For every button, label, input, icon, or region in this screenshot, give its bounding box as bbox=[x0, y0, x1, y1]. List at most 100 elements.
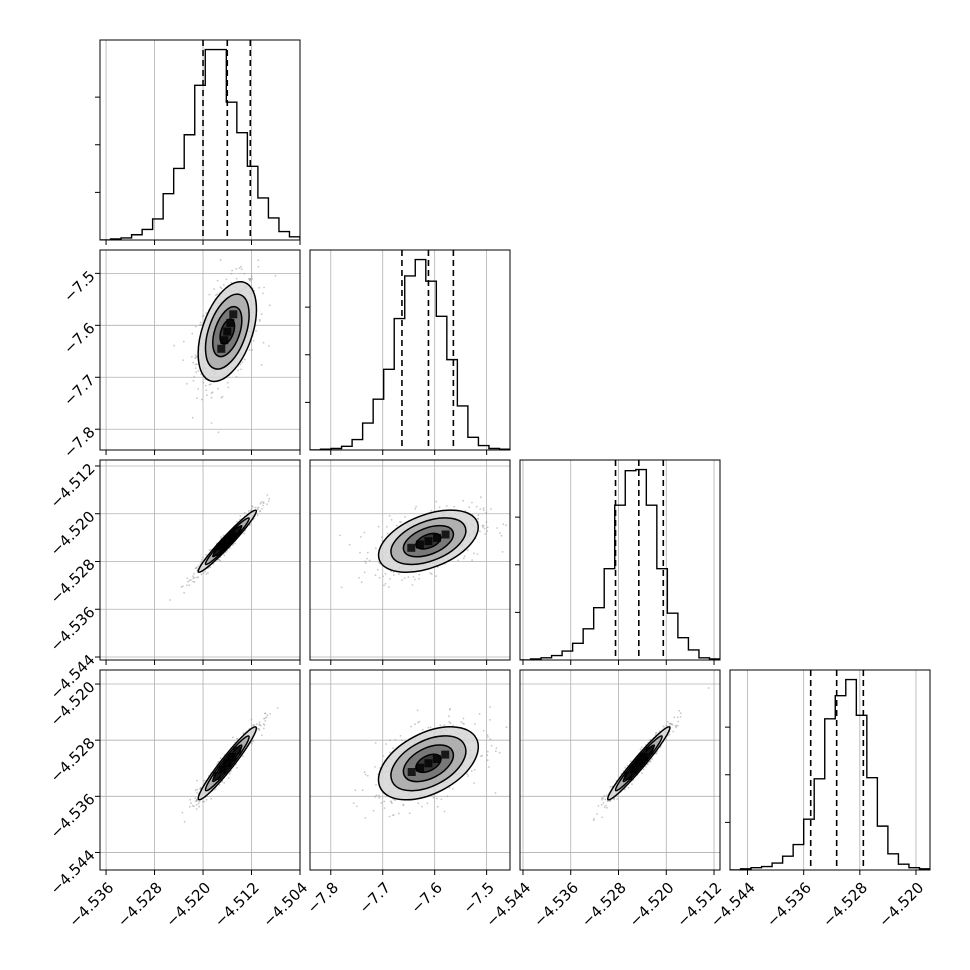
scatter-point bbox=[200, 786, 202, 789]
scatter-point bbox=[467, 775, 470, 777]
scatter-point bbox=[196, 788, 199, 791]
scatter-point bbox=[268, 498, 271, 500]
scatter-point bbox=[188, 584, 191, 586]
scatter-point bbox=[262, 727, 265, 730]
scatter-point bbox=[375, 784, 377, 786]
scatter-point bbox=[445, 505, 448, 507]
scatter-point bbox=[259, 502, 262, 505]
density-bin bbox=[226, 318, 235, 327]
scatter-point bbox=[206, 394, 208, 397]
scatter-point bbox=[220, 536, 222, 538]
scatter-point bbox=[201, 398, 203, 401]
histogram-1 bbox=[310, 258, 510, 450]
scatter-point bbox=[448, 786, 451, 789]
scatter-point bbox=[195, 576, 198, 579]
scatter-point bbox=[236, 738, 239, 740]
scatter-point bbox=[486, 734, 489, 736]
scatter-point bbox=[189, 798, 192, 801]
scatter-point bbox=[255, 330, 257, 332]
scatter-point bbox=[603, 795, 605, 798]
scatter-point bbox=[210, 422, 213, 424]
scatter-point bbox=[601, 816, 604, 819]
scatter-point bbox=[192, 361, 195, 364]
scatter-point bbox=[402, 803, 405, 806]
scatter-point bbox=[374, 547, 377, 550]
scatter-point bbox=[205, 573, 208, 575]
scatter-point bbox=[202, 800, 205, 803]
scatter-point bbox=[416, 709, 419, 712]
scatter-point bbox=[267, 500, 270, 502]
scatter-point bbox=[256, 514, 259, 517]
scatter-point bbox=[385, 743, 387, 745]
scatter-point bbox=[261, 508, 263, 510]
scatter-point bbox=[198, 805, 201, 808]
scatter-point bbox=[482, 526, 484, 528]
scatter-point bbox=[254, 506, 257, 509]
scatter-point bbox=[208, 293, 211, 296]
scatter-point bbox=[195, 798, 198, 801]
scatter-point bbox=[252, 724, 254, 727]
scatter-point bbox=[384, 583, 387, 585]
scatter-point bbox=[386, 532, 389, 535]
scatter-point bbox=[240, 368, 243, 371]
scatter-point bbox=[276, 707, 279, 709]
scatter-point bbox=[173, 344, 176, 347]
x-tick-label: −7.8 bbox=[304, 879, 342, 917]
scatter-point bbox=[240, 268, 243, 270]
scatter-point bbox=[601, 798, 603, 801]
scatter-point bbox=[191, 332, 194, 335]
scatter-point bbox=[195, 804, 198, 806]
density-bin bbox=[407, 768, 416, 776]
scatter-point bbox=[604, 798, 607, 801]
density-bin bbox=[416, 763, 425, 772]
scatter-point bbox=[623, 788, 626, 791]
scatter-point bbox=[359, 536, 362, 538]
scatter-point bbox=[389, 739, 391, 742]
scatter-point bbox=[268, 304, 271, 307]
scatter-point bbox=[498, 751, 501, 754]
scatter-point bbox=[232, 544, 234, 546]
scatter-point bbox=[447, 715, 450, 718]
scatter-point bbox=[250, 275, 253, 278]
scatter-point bbox=[430, 509, 432, 512]
scatter-point bbox=[239, 363, 242, 366]
scatter-point bbox=[505, 726, 508, 729]
scatter-point bbox=[378, 796, 381, 799]
scatter-point bbox=[192, 805, 195, 808]
scatter-point bbox=[235, 375, 238, 378]
scatter-point bbox=[400, 521, 402, 523]
scatter-point bbox=[609, 786, 612, 788]
scatter-point bbox=[678, 709, 681, 712]
scatter-point bbox=[359, 551, 361, 554]
x-tick-label: −4.528 bbox=[819, 879, 871, 931]
scatter-point bbox=[407, 576, 410, 578]
scatter-point bbox=[188, 805, 191, 808]
scatter-point bbox=[384, 573, 387, 575]
scatter-point bbox=[195, 808, 198, 810]
scatter-point bbox=[679, 716, 682, 718]
scatter-point bbox=[209, 383, 212, 386]
scatter-point bbox=[263, 286, 265, 289]
scatter-point bbox=[410, 725, 412, 728]
scatter-point bbox=[200, 559, 203, 561]
panel-frame bbox=[99, 669, 301, 871]
scatter-point bbox=[192, 575, 194, 578]
scatter-point bbox=[439, 724, 442, 727]
scatter-point bbox=[592, 819, 595, 821]
scatter-point bbox=[408, 812, 411, 815]
scatter-point bbox=[401, 579, 403, 581]
scatter-point bbox=[707, 687, 710, 689]
scatter-point bbox=[411, 584, 414, 586]
scatter-point bbox=[398, 812, 400, 815]
scatter-point bbox=[183, 591, 186, 594]
scatter-point bbox=[216, 279, 219, 282]
density-bin bbox=[233, 526, 242, 535]
scatter-point bbox=[484, 533, 487, 535]
scatter-point bbox=[186, 584, 188, 587]
scatter-point bbox=[679, 712, 682, 715]
density-bin bbox=[433, 533, 441, 542]
scatter-point bbox=[440, 798, 443, 801]
panel-frame bbox=[99, 459, 301, 661]
scatter-point bbox=[609, 800, 612, 802]
scatter-point bbox=[393, 574, 395, 576]
